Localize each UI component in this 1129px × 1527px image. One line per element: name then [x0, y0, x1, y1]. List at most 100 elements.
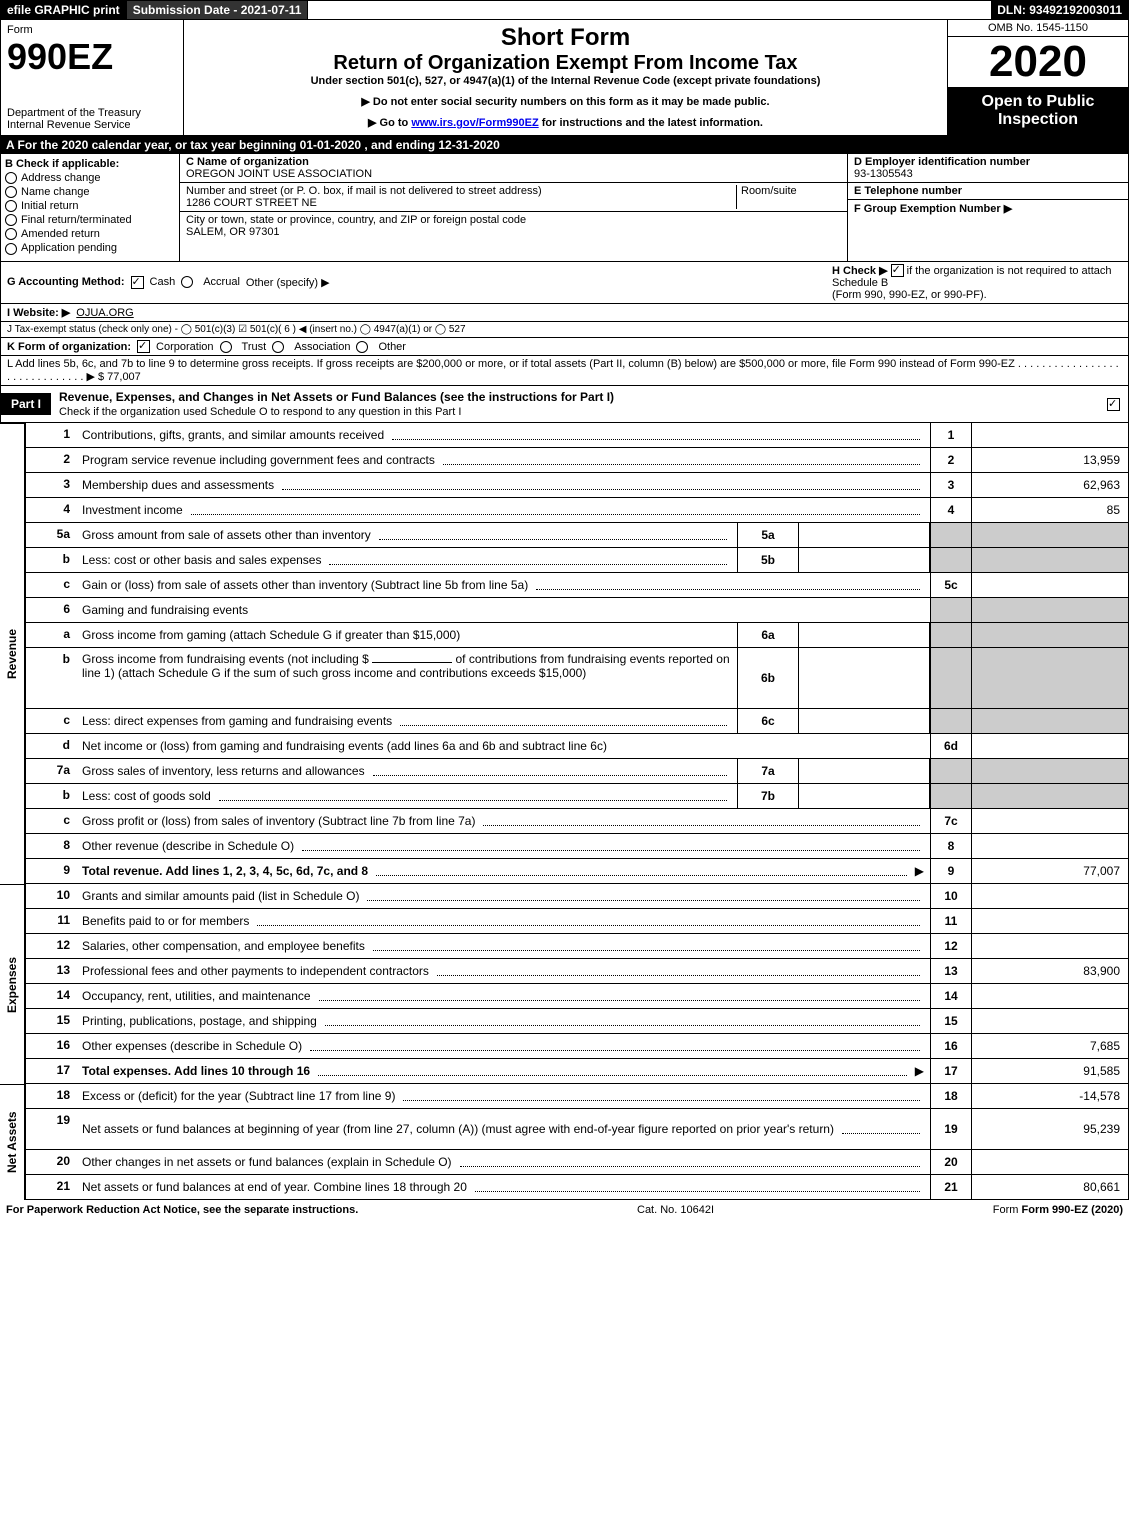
h-check[interactable]	[891, 264, 904, 277]
footer-right: Form Form 990-EZ (2020)	[993, 1204, 1123, 1216]
footer-left: For Paperwork Reduction Act Notice, see …	[6, 1204, 358, 1216]
check-final-return[interactable]	[5, 214, 17, 226]
info-grid: B Check if applicable: Address change Na…	[0, 154, 1129, 262]
ln-1-idx: 1	[930, 423, 971, 447]
ln-5a-desc: Gross amount from sale of assets other t…	[82, 528, 371, 542]
ln-5b-ic: 5b	[737, 548, 799, 572]
opt-app-pending: Application pending	[21, 242, 117, 254]
city-value: SALEM, OR 97301	[186, 226, 841, 238]
row-i: I Website: ▶ OJUA.ORG	[0, 304, 1129, 322]
note-ssn: ▶ Do not enter social security numbers o…	[192, 95, 939, 108]
addr-label: Number and street (or P. O. box, if mail…	[186, 185, 736, 197]
k-other-check[interactable]	[356, 341, 368, 353]
row-j: J Tax-exempt status (check only one) - ◯…	[0, 322, 1129, 338]
ln-1-desc: Contributions, gifts, grants, and simila…	[82, 428, 384, 442]
ln-7c-desc: Gross profit or (loss) from sales of inv…	[82, 814, 475, 828]
irs-link[interactable]: www.irs.gov/Form990EZ	[411, 117, 538, 129]
opt-amended-return: Amended return	[21, 228, 100, 240]
ln-7b-ic: 7b	[737, 784, 799, 808]
h-label: H Check ▶	[832, 265, 888, 277]
ln-17-val: 91,585	[971, 1059, 1128, 1083]
ln-20-num: 20	[26, 1150, 76, 1174]
ln-13-num: 13	[26, 959, 76, 983]
check-address-change[interactable]	[5, 172, 17, 184]
ln-12-desc: Salaries, other compensation, and employ…	[82, 939, 365, 953]
submission-date: Submission Date - 2021-07-11	[127, 1, 309, 19]
part-1-header: Part I Revenue, Expenses, and Changes in…	[0, 386, 1129, 423]
k-corp-check[interactable]	[137, 340, 150, 353]
part-1-schedule-o-check[interactable]	[1107, 398, 1120, 411]
ln-6b-desc: Gross income from fundraising events (no…	[82, 652, 369, 666]
ln-6b-ic: 6b	[737, 648, 799, 708]
footer-center: Cat. No. 10642I	[637, 1204, 714, 1216]
form-number: 990EZ	[7, 36, 177, 78]
ln-15-idx: 15	[930, 1009, 971, 1033]
note-link-pre: ▶ Go to	[368, 117, 411, 129]
ln-16-idx: 16	[930, 1034, 971, 1058]
row-g-h: G Accounting Method: Cash Accrual Other …	[0, 262, 1129, 305]
ln-11-desc: Benefits paid to or for members	[82, 914, 249, 928]
room-suite-label: Room/suite	[736, 185, 841, 209]
dept-treasury: Department of the Treasury	[7, 107, 177, 119]
telephone-label: E Telephone number	[848, 183, 1128, 200]
netassets-side-label: Net Assets	[0, 1084, 25, 1200]
ln-5a-ic: 5a	[737, 523, 799, 547]
k-trust-check[interactable]	[220, 341, 232, 353]
section-c: C Name of organization OREGON JOINT USE …	[180, 154, 847, 261]
ln-9-val: 77,007	[971, 859, 1128, 883]
ln-14-desc: Occupancy, rent, utilities, and maintena…	[82, 989, 311, 1003]
website-value[interactable]: OJUA.ORG	[76, 307, 133, 319]
ln-1-val	[971, 423, 1128, 447]
ln-17-idx: 17	[930, 1059, 971, 1083]
opt-initial-return: Initial return	[21, 200, 78, 212]
ln-16-desc: Other expenses (describe in Schedule O)	[82, 1039, 302, 1053]
ln-7a-desc: Gross sales of inventory, less returns a…	[82, 764, 365, 778]
ein-label: D Employer identification number	[854, 156, 1122, 168]
ln-19-num: 19	[26, 1109, 76, 1149]
ln-14-num: 14	[26, 984, 76, 1008]
ln-7b-desc: Less: cost of goods sold	[82, 789, 211, 803]
opt-final-return: Final return/terminated	[21, 214, 132, 226]
ln-10-num: 10	[26, 884, 76, 908]
ln-6c-num: c	[26, 709, 76, 733]
ln-18-idx: 18	[930, 1084, 971, 1108]
ln-6a-desc: Gross income from gaming (attach Schedul…	[82, 628, 460, 642]
ln-16-val: 7,685	[971, 1034, 1128, 1058]
ln-7c-num: c	[26, 809, 76, 833]
form-word: Form	[7, 24, 177, 36]
check-initial-return[interactable]	[5, 200, 17, 212]
part-1-title: Revenue, Expenses, and Changes in Net As…	[59, 390, 614, 404]
note-link: ▶ Go to www.irs.gov/Form990EZ for instru…	[192, 116, 939, 129]
ln-2-idx: 2	[930, 448, 971, 472]
ln-18-val: -14,578	[971, 1084, 1128, 1108]
ln-14-val	[971, 984, 1128, 1008]
ln-19-desc: Net assets or fund balances at beginning…	[82, 1122, 834, 1136]
k-assoc-check[interactable]	[272, 341, 284, 353]
ln-5c-desc: Gain or (loss) from sale of assets other…	[82, 578, 528, 592]
ln-12-idx: 12	[930, 934, 971, 958]
check-application-pending[interactable]	[5, 243, 17, 255]
form-header: Form 990EZ Department of the Treasury In…	[0, 20, 1129, 136]
top-bar: efile GRAPHIC print Submission Date - 20…	[0, 0, 1129, 20]
ln-10-idx: 10	[930, 884, 971, 908]
g-other: Other (specify) ▶	[246, 276, 330, 289]
ln-6a-ic: 6a	[737, 623, 799, 647]
ln-19-idx: 19	[930, 1109, 971, 1149]
ln-7c-val	[971, 809, 1128, 833]
opt-address-change: Address change	[21, 172, 101, 184]
expenses-section: Expenses 10Grants and similar amounts pa…	[0, 884, 1129, 1084]
ln-2-val: 13,959	[971, 448, 1128, 472]
city-label: City or town, state or province, country…	[186, 214, 841, 226]
ln-5c-val	[971, 573, 1128, 597]
g-accrual-check[interactable]	[181, 276, 193, 288]
g-cash-check[interactable]	[131, 276, 144, 289]
ln-8-idx: 8	[930, 834, 971, 858]
ln-7a-ic: 7a	[737, 759, 799, 783]
ln-16-num: 16	[26, 1034, 76, 1058]
tax-year: 2020	[948, 37, 1128, 87]
ln-12-num: 12	[26, 934, 76, 958]
ln-9-idx: 9	[930, 859, 971, 883]
check-amended-return[interactable]	[5, 228, 17, 240]
check-name-change[interactable]	[5, 186, 17, 198]
part-1-check-note: Check if the organization used Schedule …	[59, 406, 461, 418]
